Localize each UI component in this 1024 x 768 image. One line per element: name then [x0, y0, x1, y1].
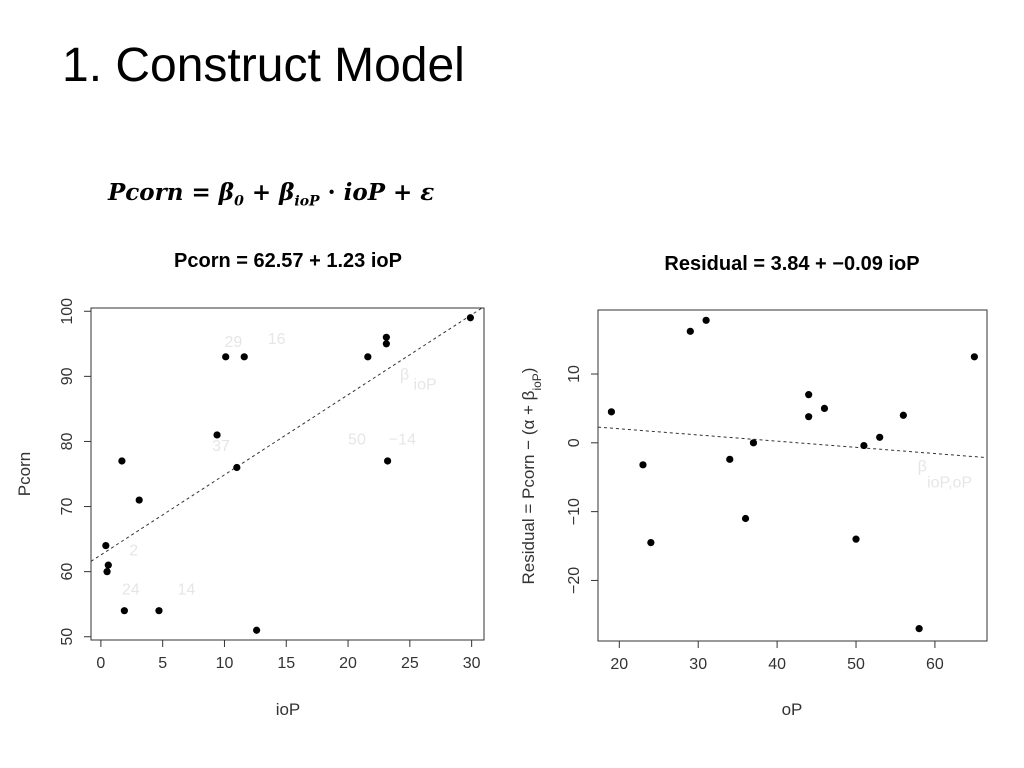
left-y-tick-label: 100 — [59, 298, 76, 325]
right-data-point — [686, 327, 694, 335]
left-data-point — [120, 607, 128, 615]
right-y-axis-label: Residual = Pcorn − (α + βioP) — [519, 368, 544, 585]
right-data-point — [647, 538, 655, 547]
left-faint-annotation: ioP — [414, 376, 437, 393]
right-x-tick-label: 30 — [689, 656, 707, 673]
formula-beta1: β — [279, 179, 295, 206]
left-faint-annotation: 24 — [122, 581, 140, 598]
left-data-point — [233, 463, 241, 472]
left-data-point — [384, 457, 392, 465]
right-data-point — [899, 411, 907, 419]
left-x-tick-label: 25 — [401, 655, 419, 672]
right-y-tick-label: 0 — [566, 438, 583, 447]
left-plot-frame — [90, 307, 485, 641]
left-data-point — [135, 496, 143, 504]
left-y-tick-label: 50 — [59, 628, 76, 646]
right-data-point — [607, 408, 616, 416]
left-faint-annotation: β — [400, 367, 409, 384]
right-faint-annotation: ioP,oP — [927, 475, 972, 492]
left-data-point — [103, 568, 111, 576]
left-data-point — [118, 457, 126, 465]
left-faint-annotation: 50 — [348, 432, 366, 449]
formula-lhs: Pcorn — [108, 179, 184, 206]
right-data-point — [915, 625, 923, 633]
left-faint-annotation: 37 — [212, 438, 230, 455]
right-data-point — [876, 433, 884, 441]
right-data-point — [820, 404, 829, 413]
right-plot-frame — [597, 309, 988, 642]
left-faint-annotation: −14 — [389, 432, 416, 449]
right-x-tick-label: 50 — [847, 656, 865, 673]
right-data-point — [749, 439, 758, 447]
right-data-point — [741, 514, 750, 523]
left-y-tick-label: 60 — [59, 563, 76, 581]
left-y-axis-label: Pcorn — [15, 452, 34, 496]
left-data-point — [382, 333, 390, 341]
right-scatter-chart: Residual = 3.84 + −0.09 ioP oP Residual … — [519, 253, 988, 719]
formula-beta1-sub: ioP — [294, 193, 320, 210]
left-data-point — [466, 314, 475, 322]
formula-variable: ioP — [343, 179, 385, 206]
left-fit-line — [91, 308, 483, 562]
left-faint-annotation: 14 — [178, 581, 196, 598]
formula-plus: + — [243, 179, 280, 206]
right-x-tick-label: 40 — [768, 656, 786, 673]
right-x-tick-label: 20 — [610, 656, 628, 673]
left-x-axis-label: ioP — [276, 700, 301, 719]
right-x-axis-label: oP — [782, 700, 803, 719]
right-data-point — [805, 391, 813, 399]
right-y-tick-label: −10 — [566, 498, 583, 525]
left-data-point — [102, 542, 110, 550]
right-data-point — [726, 455, 734, 463]
left-data-point — [253, 626, 261, 634]
model-formula: Pcorn = β0 + βioP · ioP + ε — [108, 179, 434, 210]
formula-epsilon: ε — [420, 179, 435, 206]
right-data-point — [860, 441, 868, 450]
left-faint-annotation: 2 — [129, 542, 138, 559]
right-data-point — [805, 413, 813, 421]
left-data-point — [104, 561, 112, 569]
left-y-tick-label: 90 — [59, 367, 76, 385]
left-data-point — [364, 353, 372, 361]
right-data-point — [970, 353, 978, 361]
left-x-tick-label: 5 — [158, 655, 167, 672]
formula-equals: = — [183, 179, 219, 206]
right-fit-line — [598, 426, 987, 459]
right-faint-annotation: β — [918, 459, 927, 476]
left-data-point — [213, 431, 221, 439]
left-x-tick-label: 20 — [339, 655, 357, 672]
right-y-tick-label: −20 — [566, 567, 583, 594]
right-y-tick-label: 10 — [566, 365, 583, 383]
right-data-point — [639, 461, 647, 469]
right-chart-title: Residual = 3.84 + −0.09 ioP — [664, 253, 919, 275]
left-faint-annotation: 29 — [224, 334, 242, 351]
right-x-tick-label: 60 — [926, 656, 944, 673]
left-scatter-chart: Pcorn = 62.57 + 1.23 ioP ioP Pcorn 29 16 β… — [15, 250, 485, 719]
left-data-point — [382, 340, 390, 348]
formula-plus: + — [384, 179, 421, 206]
formula-beta0-sub: 0 — [234, 193, 244, 210]
formula-beta0: β — [218, 179, 235, 206]
left-x-tick-label: 30 — [463, 655, 481, 672]
slide-title: 1. Construct Model — [62, 39, 465, 92]
left-y-tick-label: 80 — [59, 432, 76, 450]
right-data-point — [852, 535, 860, 543]
left-faint-annotation: 16 — [268, 331, 286, 348]
left-chart-title: Pcorn = 62.57 + 1.23 ioP — [174, 250, 402, 272]
left-data-point — [155, 607, 163, 615]
formula-dot: · — [319, 179, 344, 206]
right-data-point — [702, 316, 710, 324]
left-data-point — [240, 353, 248, 361]
left-x-tick-label: 10 — [216, 655, 234, 672]
left-data-point — [222, 353, 230, 361]
left-x-tick-label: 0 — [96, 655, 105, 672]
left-y-tick-label: 70 — [59, 498, 76, 516]
left-x-tick-label: 15 — [277, 655, 295, 672]
